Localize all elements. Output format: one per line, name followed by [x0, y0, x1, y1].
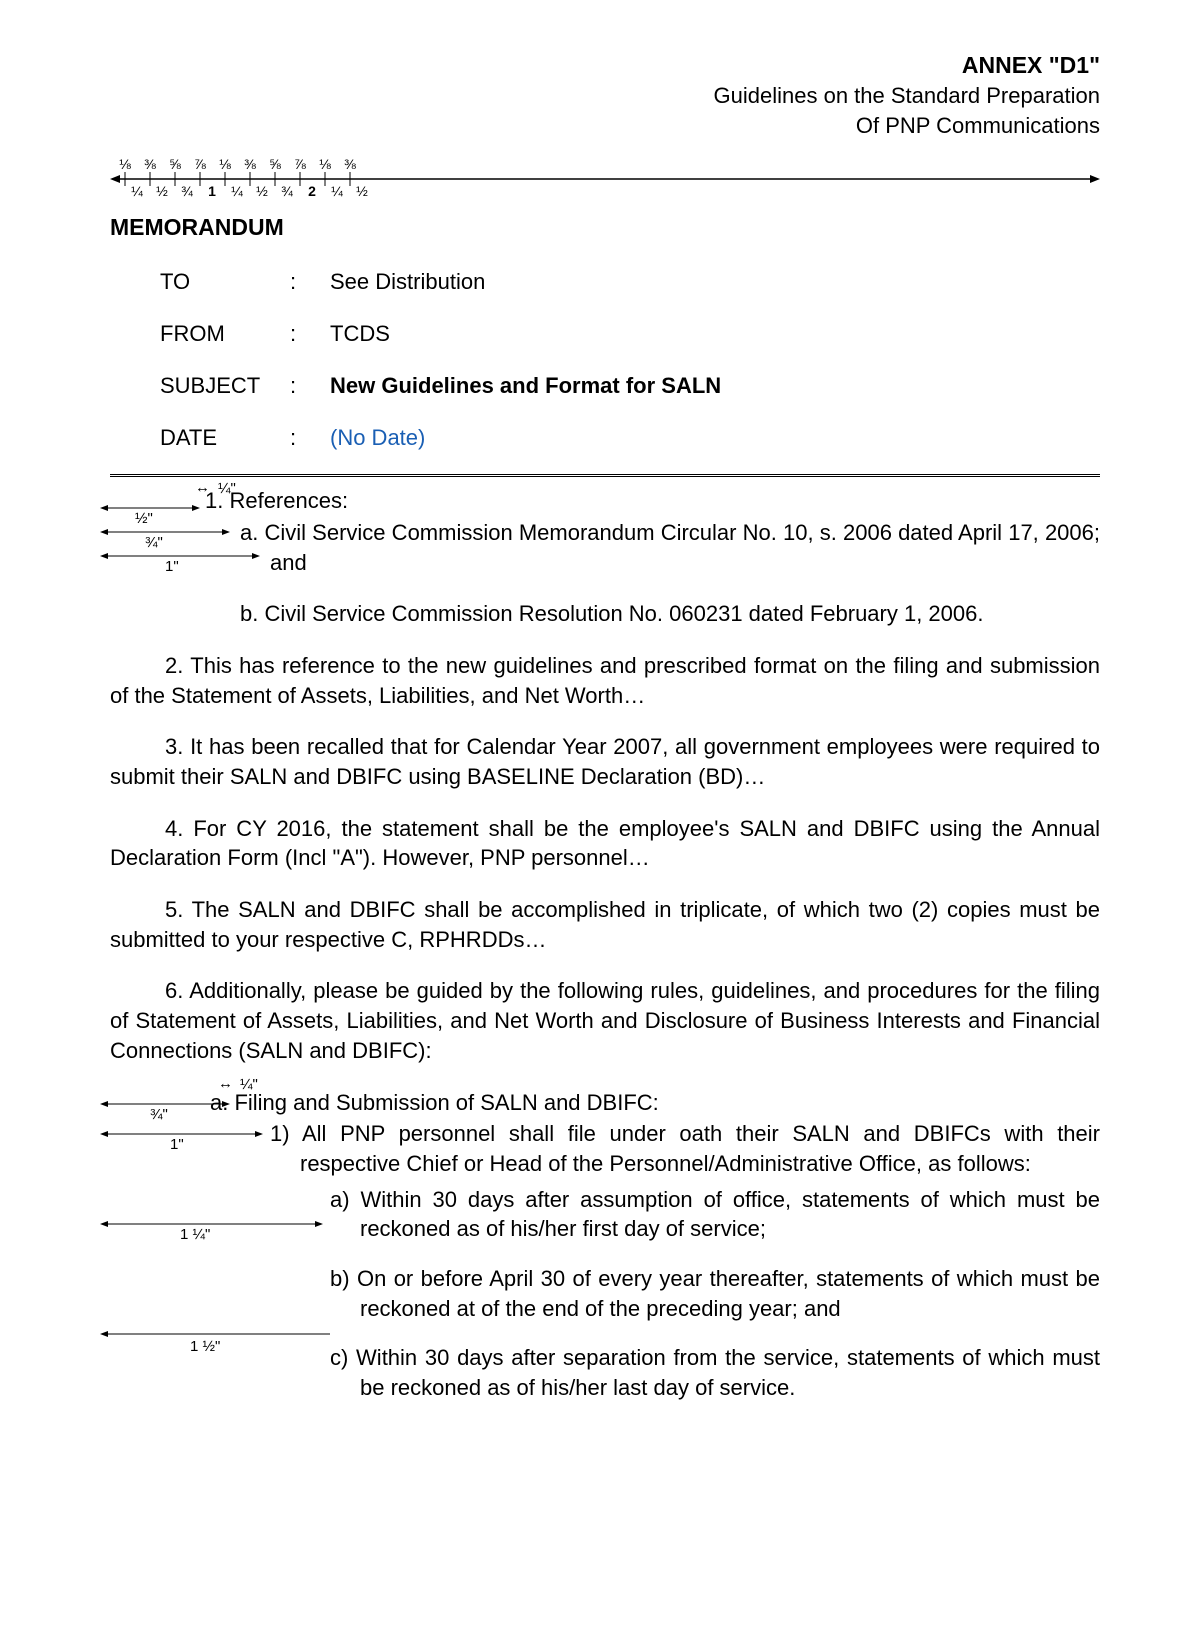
- colon: :: [290, 319, 330, 349]
- header-line-2: Of PNP Communications: [110, 111, 1100, 141]
- svg-text:½: ½: [256, 183, 268, 199]
- svg-text:¼: ¼: [231, 183, 243, 199]
- svg-text:½: ½: [156, 183, 168, 199]
- svg-text:¾: ¾: [181, 183, 193, 199]
- svg-text:1: 1: [208, 183, 216, 199]
- para-6: 6. Additionally, please be guided by the…: [110, 976, 1100, 1065]
- section-divider: [110, 474, 1100, 478]
- svg-text:¼: ¼: [131, 183, 143, 199]
- svg-text:1": 1": [170, 1136, 184, 1153]
- svg-text:1": 1": [165, 558, 179, 575]
- references-block: ↔ ¼" ½" ¾" 1" 1. References: a. Civil Se…: [110, 486, 1100, 629]
- svg-text:⅜: ⅜: [244, 158, 256, 172]
- field-from: FROM : TCDS: [110, 319, 1100, 349]
- svg-text:1 ¼": 1 ¼": [180, 1226, 210, 1243]
- field-to: TO : See Distribution: [110, 267, 1100, 297]
- colon: :: [290, 423, 330, 453]
- svg-text:⅞: ⅞: [194, 158, 206, 172]
- subject-value: New Guidelines and Format for SALN: [330, 371, 1100, 401]
- field-date: DATE : (No Date): [110, 423, 1100, 453]
- field-subject: SUBJECT : New Guidelines and Format for …: [110, 371, 1100, 401]
- svg-text:⅝: ⅝: [269, 158, 281, 172]
- svg-text:¼: ¼: [331, 183, 343, 199]
- margin-guide-refs: ↔ ¼" ½" ¾" 1": [100, 480, 260, 605]
- subject-label: SUBJECT: [160, 371, 290, 401]
- para-2: 2. This has reference to the new guideli…: [110, 651, 1100, 710]
- svg-text:2: 2: [308, 183, 316, 199]
- svg-text:⅜: ⅜: [344, 158, 356, 172]
- svg-text:⅛: ⅛: [319, 158, 331, 172]
- svg-text:⅞: ⅞: [294, 158, 306, 172]
- svg-text:⅝: ⅝: [169, 158, 181, 172]
- from-label: FROM: [160, 319, 290, 349]
- date-label: DATE: [160, 423, 290, 453]
- svg-text:½": ½": [135, 510, 153, 527]
- svg-text:¾": ¾": [145, 534, 163, 551]
- svg-text:¼": ¼": [240, 1076, 258, 1093]
- colon: :: [290, 371, 330, 401]
- margin-guide-rules: ↔ ¼" ¾" 1" 1 ¼" 1 ½": [100, 1076, 330, 1386]
- memorandum-title: MEMORANDUM: [110, 212, 1100, 243]
- ruler-diagram: ⅛ ⅜ ⅝ ⅞ ⅛ ⅜ ⅝ ⅞ ⅛ ⅜ ¼ ½ ¾ 1 ¼ ½ ¾: [110, 158, 1100, 198]
- svg-text:½: ½: [356, 183, 368, 199]
- to-label: TO: [160, 267, 290, 297]
- svg-text:⅛: ⅛: [119, 158, 131, 172]
- svg-text:⅜: ⅜: [144, 158, 156, 172]
- svg-text:1 ½": 1 ½": [190, 1338, 220, 1355]
- annex-label: ANNEX "D1": [110, 50, 1100, 81]
- para-4: 4. For CY 2016, the statement shall be t…: [110, 814, 1100, 873]
- rules-block: ↔ ¼" ¾" 1" 1 ¼" 1 ½" a. Filing and Submi…: [110, 1088, 1100, 1403]
- svg-text:↔: ↔: [195, 480, 210, 496]
- document-header: ANNEX "D1" Guidelines on the Standard Pr…: [110, 50, 1100, 140]
- svg-text:¾: ¾: [281, 183, 293, 199]
- to-value: See Distribution: [330, 267, 1100, 297]
- svg-text:⅛: ⅛: [219, 158, 231, 172]
- svg-text:¾": ¾": [150, 1106, 168, 1123]
- header-line-1: Guidelines on the Standard Preparation: [110, 81, 1100, 111]
- colon: :: [290, 267, 330, 297]
- memo-body: ↔ ¼" ½" ¾" 1" 1. References: a. Civil Se…: [110, 486, 1100, 1403]
- svg-text:¼": ¼": [218, 480, 236, 497]
- ruler-svg: ⅛ ⅜ ⅝ ⅞ ⅛ ⅜ ⅝ ⅞ ⅛ ⅜ ¼ ½ ¾ 1 ¼ ½ ¾: [110, 158, 1100, 200]
- svg-text:↔: ↔: [218, 1076, 233, 1092]
- from-value: TCDS: [330, 319, 1100, 349]
- para-3: 3. It has been recalled that for Calenda…: [110, 732, 1100, 791]
- para-5: 5. The SALN and DBIFC shall be accomplis…: [110, 895, 1100, 954]
- date-value: (No Date): [330, 423, 1100, 453]
